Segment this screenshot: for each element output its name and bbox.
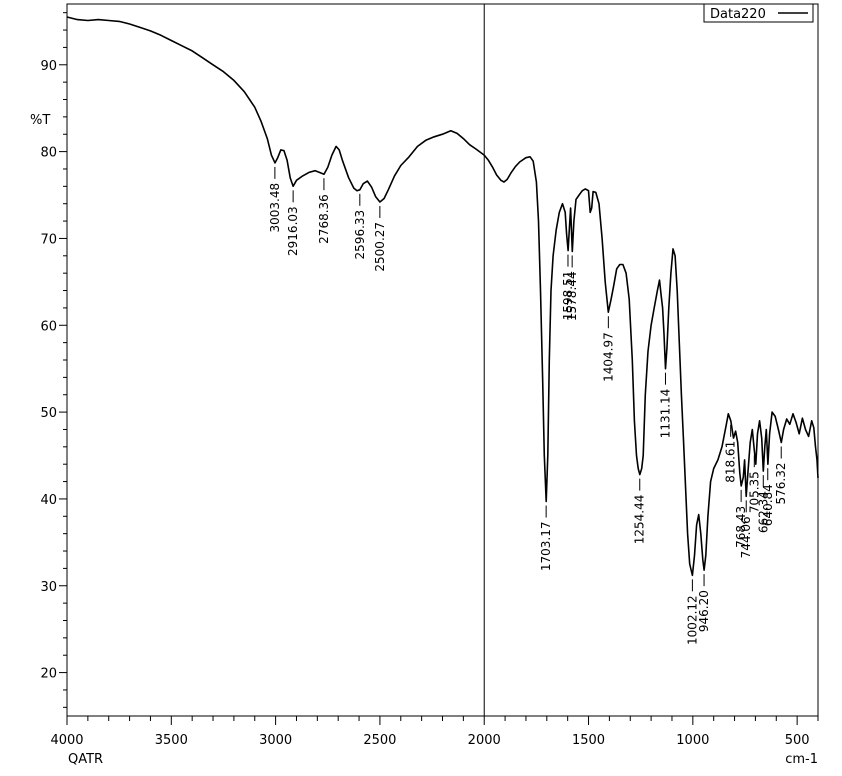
peak-label: 2768.36 <box>317 194 331 244</box>
peak-label: 640.84 <box>761 484 775 526</box>
legend-box <box>703 3 814 23</box>
peak-label: 744.06 <box>739 516 753 558</box>
y-tick-label: 30 <box>40 580 57 595</box>
series-layer <box>66 16 819 577</box>
x-corner-label: QATR <box>68 752 103 767</box>
x-axis-label: cm-1 <box>785 752 818 767</box>
y-tick-label: 20 <box>40 667 57 682</box>
peak-label: 2500.27 <box>373 222 387 272</box>
peak-label: 576.32 <box>774 462 788 504</box>
y-tick-label: 80 <box>40 146 57 161</box>
x-tick-label: 1000 <box>676 733 709 748</box>
y-tick-label: 70 <box>40 232 57 247</box>
peak-label: 1578.44 <box>565 271 579 321</box>
y-tick-label: 40 <box>40 493 57 508</box>
x-tick-label: 4000 <box>50 733 83 748</box>
peak-labels: 3003.48 2916.03 2768.36 2596.33 2500.27 1703.… <box>268 166 788 645</box>
y-tick-label: 60 <box>40 319 57 334</box>
x-tick-label: 500 <box>785 733 810 748</box>
peak-label: 2596.33 <box>353 210 367 260</box>
x-axis: 4000 3500 3000 2500 2000 1500 1000 500 <box>50 716 819 748</box>
y-axis: 20 30 40 50 60 70 80 90 <box>40 12 67 708</box>
legend: Data220 <box>703 3 814 23</box>
x-tick-label: 1500 <box>572 733 605 748</box>
peak-label: 946.20 <box>697 590 711 632</box>
x-tick-label: 2500 <box>363 733 396 748</box>
peak-label: 818.61 <box>724 441 738 483</box>
peak-label: 1002.12 <box>685 595 699 645</box>
peak-label: 1254.44 <box>633 495 647 545</box>
y-tick-label: 90 <box>40 59 57 74</box>
x-tick-label: 3500 <box>155 733 188 748</box>
x-tick-label: 3000 <box>259 733 292 748</box>
peak-label: 1404.97 <box>601 332 615 382</box>
peak-label: 705.35 <box>747 471 761 513</box>
peak-label: 1703.17 <box>539 522 553 572</box>
spectrum-line <box>66 16 819 577</box>
peak-label: 1598.51 <box>561 271 575 321</box>
peak-label: 662.34 <box>756 491 770 533</box>
peak-label: 1131.14 <box>658 389 672 439</box>
peak-label: 3003.48 <box>268 183 282 233</box>
legend-entry-label: Data220 <box>710 7 766 22</box>
x-tick-label: 2000 <box>468 733 501 748</box>
peak-label: 768.43 <box>734 506 748 548</box>
y-tick-label: 50 <box>40 406 57 421</box>
peak-label: 2916.03 <box>286 206 300 256</box>
y-axis-label: %T <box>30 113 50 128</box>
